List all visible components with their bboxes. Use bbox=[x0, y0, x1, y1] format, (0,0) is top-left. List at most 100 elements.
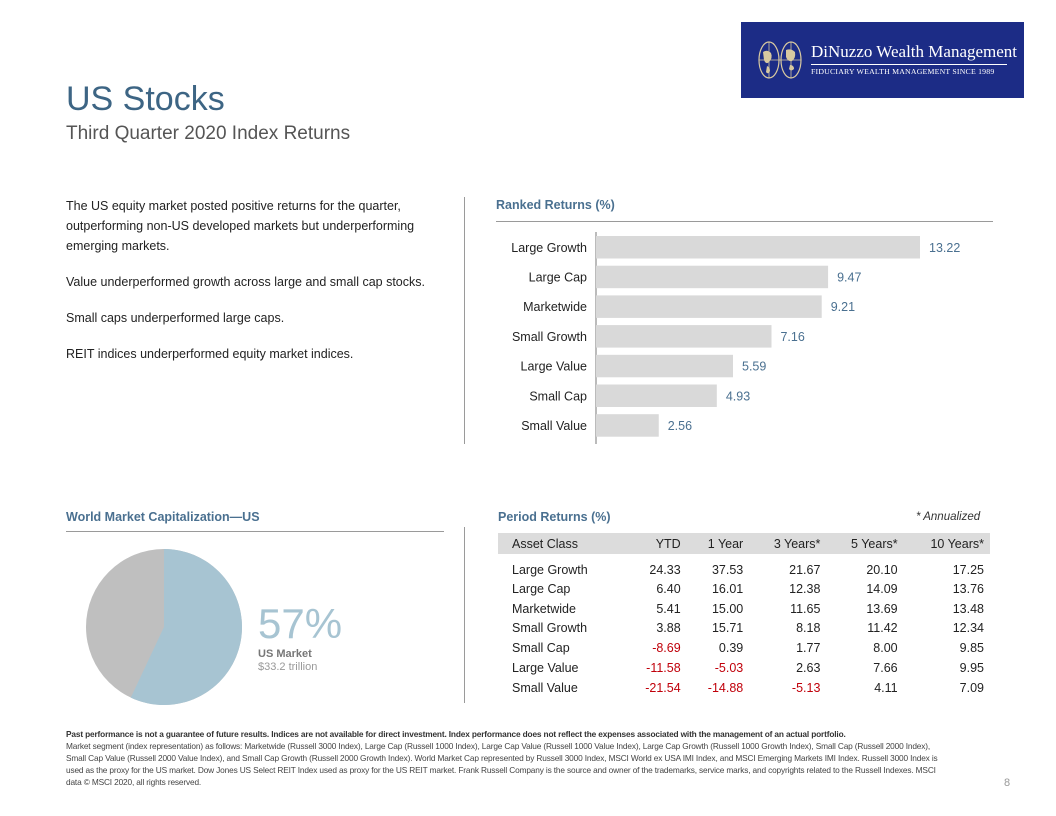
asset-class-cell: Marketwide bbox=[512, 601, 576, 616]
return-cell: 37.53 bbox=[711, 562, 744, 577]
return-cell: 1.77 bbox=[796, 641, 821, 656]
asset-class-cell: Large Value bbox=[512, 661, 579, 676]
us-market-label: US Market bbox=[258, 648, 312, 660]
table-row: Large Growth 24.33 37.53 21.67 20.10 17.25 bbox=[498, 554, 990, 579]
value-label: 7.16 bbox=[780, 330, 804, 344]
category-label: Large Value bbox=[521, 360, 588, 374]
bar bbox=[596, 325, 772, 348]
globe-icon bbox=[758, 41, 802, 79]
category-label: Large Cap bbox=[529, 270, 587, 284]
commentary-paragraph: Small caps underperformed large caps. bbox=[66, 311, 285, 325]
index-notes: Market segment (index representation) as… bbox=[66, 741, 938, 787]
value-label: 9.21 bbox=[831, 300, 855, 314]
return-cell: 14.09 bbox=[866, 581, 898, 596]
value-label: 5.59 bbox=[742, 360, 766, 374]
footer-notes: Past performance is not a guarantee of f… bbox=[66, 728, 946, 788]
return-cell: -8.69 bbox=[652, 641, 681, 656]
asset-class-cell: Large Cap bbox=[512, 581, 571, 596]
asset-class-cell: Large Growth bbox=[512, 562, 588, 577]
category-label: Small Value bbox=[521, 419, 587, 433]
return-cell: 5.41 bbox=[656, 601, 681, 616]
bar bbox=[596, 295, 822, 318]
table-row: Large Value -11.58 -5.03 2.63 7.66 9.95 bbox=[498, 658, 990, 678]
return-cell: 8.00 bbox=[873, 641, 898, 656]
return-cell: -11.58 bbox=[646, 661, 681, 676]
return-cell: 12.38 bbox=[789, 581, 821, 596]
table-row: Large Cap 6.40 16.01 12.38 14.09 13.76 bbox=[498, 579, 990, 599]
period-returns-table: Asset Class YTD 1 Year 3 Years* 5 Years*… bbox=[498, 533, 990, 698]
column-header: 3 Years* bbox=[749, 533, 827, 554]
ranked-returns-rule bbox=[496, 221, 993, 222]
return-cell: 15.71 bbox=[711, 621, 744, 636]
return-cell: 13.48 bbox=[952, 601, 984, 616]
return-cell: 20.10 bbox=[866, 562, 898, 577]
table-body: Large Growth 24.33 37.53 21.67 20.10 17.25 Lar… bbox=[498, 554, 990, 698]
logo-tagline: FIDUCIARY WEALTH MANAGEMENT SINCE 1989 bbox=[811, 67, 995, 76]
asset-class-cell: Small Growth bbox=[512, 621, 588, 636]
return-cell: 9.85 bbox=[959, 641, 984, 656]
return-cell: -5.03 bbox=[714, 661, 744, 676]
return-cell: 8.18 bbox=[796, 621, 821, 636]
return-cell: 17.25 bbox=[952, 562, 984, 577]
category-label: Small Cap bbox=[529, 389, 587, 403]
value-label: 9.47 bbox=[837, 270, 861, 284]
return-cell: 11.65 bbox=[790, 601, 821, 616]
category-label: Small Growth bbox=[512, 330, 587, 344]
return-cell: 2.63 bbox=[796, 661, 821, 676]
return-cell: -5.13 bbox=[791, 680, 821, 695]
logo-company-name: DiNuzzo Wealth Management bbox=[811, 42, 1018, 61]
company-logo: DiNuzzo Wealth Management FIDUCIARY WEAL… bbox=[741, 22, 1024, 98]
category-label: Large Growth bbox=[511, 241, 587, 255]
page-subtitle: Third Quarter 2020 Index Returns bbox=[66, 123, 351, 144]
value-label: 2.56 bbox=[668, 419, 692, 433]
page-title: US Stocks bbox=[66, 80, 225, 118]
return-cell: 0.39 bbox=[718, 641, 744, 656]
table-header-row: Asset Class YTD 1 Year 3 Years* 5 Years*… bbox=[498, 533, 990, 554]
return-cell: 3.88 bbox=[656, 621, 681, 636]
column-header: 1 Year bbox=[686, 533, 750, 554]
category-label: Marketwide bbox=[523, 300, 587, 314]
commentary-paragraph: The US equity market posted positive ret… bbox=[66, 199, 415, 253]
commentary-paragraph: Value underperformed growth across large… bbox=[66, 275, 425, 289]
column-header: YTD bbox=[624, 533, 687, 554]
return-cell: 9.95 bbox=[959, 661, 984, 676]
return-cell: 7.09 bbox=[959, 680, 984, 695]
table-row: Small Value -21.54 -14.88 -5.13 4.11 7.09 bbox=[498, 678, 990, 698]
period-returns-title: Period Returns (%) bbox=[498, 510, 611, 524]
world-cap-rule bbox=[66, 531, 444, 532]
return-cell: 6.40 bbox=[656, 581, 681, 596]
table-row: Small Growth 3.88 15.71 8.18 11.42 12.34 bbox=[498, 619, 990, 639]
return-cell: 12.34 bbox=[952, 621, 984, 636]
return-cell: 7.66 bbox=[873, 661, 898, 676]
column-divider bbox=[464, 197, 465, 444]
column-header: 10 Years* bbox=[903, 533, 990, 554]
logo-divider bbox=[811, 64, 1007, 65]
return-cell: 15.00 bbox=[711, 601, 744, 616]
asset-class-cell: Small Cap bbox=[512, 641, 570, 656]
commentary-paragraph: REIT indices underperformed equity marke… bbox=[66, 347, 354, 361]
table-row: Small Cap -8.69 0.39 1.77 8.00 9.85 bbox=[498, 638, 990, 658]
ranked-returns-title: Ranked Returns (%) bbox=[496, 198, 615, 212]
return-cell: 16.01 bbox=[711, 581, 744, 596]
disclaimer-text: Past performance is not a guarantee of f… bbox=[66, 729, 846, 739]
return-cell: 24.33 bbox=[649, 562, 681, 577]
return-cell: 13.69 bbox=[866, 601, 898, 616]
world-cap-title: World Market Capitalization—US bbox=[66, 510, 260, 524]
bar bbox=[596, 384, 717, 407]
value-label: 13.22 bbox=[929, 241, 960, 255]
column-divider bbox=[464, 527, 465, 703]
bar bbox=[596, 354, 734, 378]
bar bbox=[596, 236, 920, 259]
page-number: 8 bbox=[1004, 777, 1011, 789]
value-label: 4.93 bbox=[726, 389, 750, 403]
annualized-note: * Annualized bbox=[916, 511, 981, 523]
bar bbox=[596, 414, 659, 437]
commentary: The US equity market posted positive ret… bbox=[66, 196, 446, 380]
return-cell: -14.88 bbox=[707, 680, 744, 695]
return-cell: -21.54 bbox=[645, 680, 681, 695]
return-cell: 11.42 bbox=[867, 621, 898, 636]
column-header: 5 Years* bbox=[826, 533, 904, 554]
return-cell: 21.67 bbox=[789, 562, 821, 577]
world-cap-pie-chart bbox=[86, 549, 242, 705]
ranked-returns-chart: Large Growth 13.22 Large Cap 9.47 Marketwide… bbox=[511, 232, 960, 444]
